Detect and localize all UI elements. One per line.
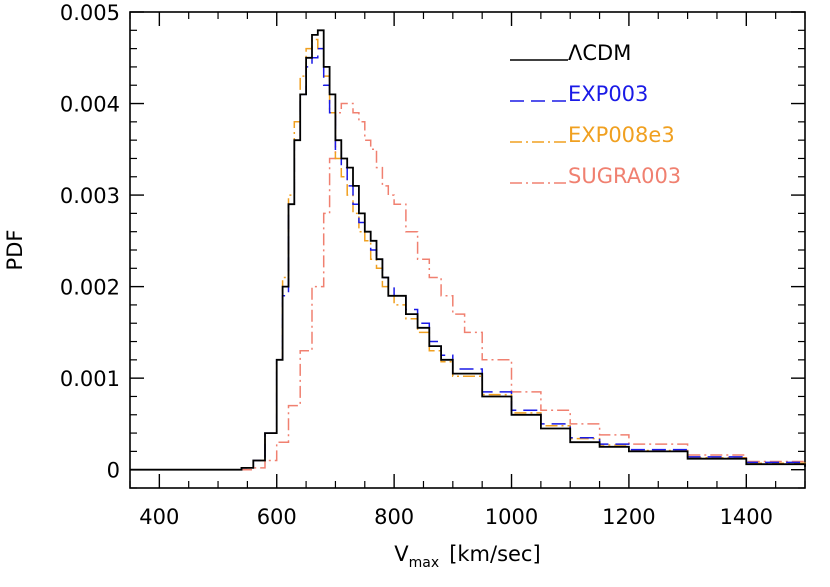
legend-label: EXP008e3 [568, 123, 675, 147]
legend-label: EXP003 [568, 82, 648, 106]
x-tick-label: 800 [374, 505, 414, 529]
series-line-sugra003 [130, 102, 806, 471]
x-axis-title-sub: max [409, 555, 440, 571]
y-axis: 0 0.001 0.002 0.003 0.004 0.005 [60, 1, 805, 489]
x-tick-label: 600 [257, 505, 297, 529]
y-tick-label: 0.005 [60, 1, 120, 25]
y-tick-label: 0 [107, 459, 120, 483]
x-axis: 400 600 800 1000 1200 1400 [129, 12, 806, 529]
y-tick-label: 0.001 [60, 367, 120, 391]
series-group [130, 29, 806, 471]
series-line-exp003 [130, 47, 806, 471]
plot-border [129, 11, 806, 489]
legend-label: ΛCDM [568, 41, 631, 65]
x-tick-label: 1400 [720, 505, 773, 529]
legend-label: SUGRA003 [568, 164, 681, 188]
x-axis-title-unit: [km/sec] [449, 542, 541, 566]
legend: ΛCDM EXP003 EXP008e3 SUGRA003 [510, 41, 681, 188]
series-line-exp008e3 [130, 38, 806, 471]
y-tick-label: 0.003 [60, 184, 120, 208]
x-tick-label: 1200 [602, 505, 655, 529]
x-tick-label: 400 [139, 505, 179, 529]
y-axis-title: PDF [3, 230, 27, 271]
x-axis-title-main: V [394, 542, 409, 566]
x-tick-label: 1000 [485, 505, 538, 529]
y-tick-label: 0.004 [60, 93, 120, 117]
plot-frame [129, 11, 806, 489]
series-line-λcdm [130, 29, 806, 471]
x-axis-title: Vmax [km/sec] [394, 542, 540, 571]
y-tick-label: 0.002 [60, 276, 120, 300]
